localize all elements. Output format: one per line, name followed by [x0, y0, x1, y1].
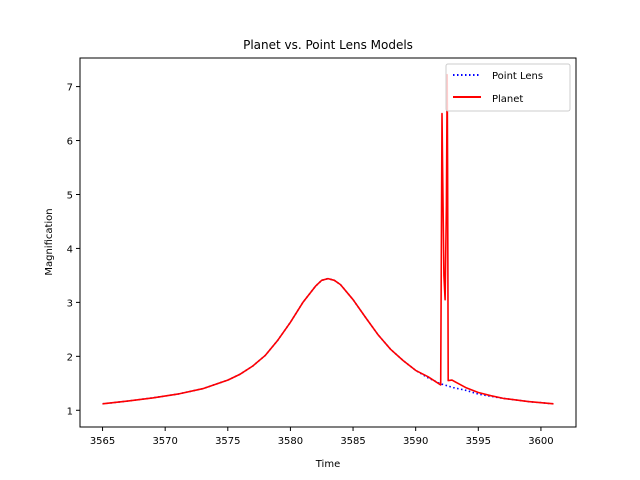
- legend-label-point-lens: Point Lens: [492, 71, 543, 82]
- y-tick-label: 3: [67, 298, 73, 309]
- x-tick-label: 3590: [403, 436, 428, 447]
- x-tick-label: 3600: [528, 436, 553, 447]
- y-tick-label: 4: [67, 244, 73, 255]
- axes-frame: [79, 57, 577, 428]
- x-axis: 3565 3570 3575 3580 3585 3590 3595 3600: [90, 427, 554, 447]
- x-tick-label: 3585: [340, 436, 365, 447]
- chart-title: Planet vs. Point Lens Models: [243, 38, 413, 52]
- plot-area: [102, 73, 554, 405]
- y-axis-label: Magnification: [44, 208, 55, 275]
- y-tick-label: 5: [67, 190, 73, 201]
- y-tick-label: 2: [67, 352, 73, 363]
- legend: Point Lens Planet: [445, 63, 571, 112]
- y-tick-label: 6: [67, 137, 73, 148]
- x-tick-label: 3575: [215, 436, 240, 447]
- y-tick-label: 1: [67, 406, 73, 417]
- x-axis-label: Time: [315, 459, 340, 470]
- x-tick-label: 3565: [90, 436, 115, 447]
- y-axis: 1 2 3 4 5 6 7: [67, 83, 80, 417]
- legend-label-planet: Planet: [492, 94, 523, 105]
- series-line-planet: [102, 73, 554, 405]
- x-tick-label: 3595: [466, 436, 491, 447]
- x-tick-label: 3580: [278, 436, 303, 447]
- x-tick-label: 3570: [152, 436, 177, 447]
- y-tick-label: 7: [67, 83, 73, 94]
